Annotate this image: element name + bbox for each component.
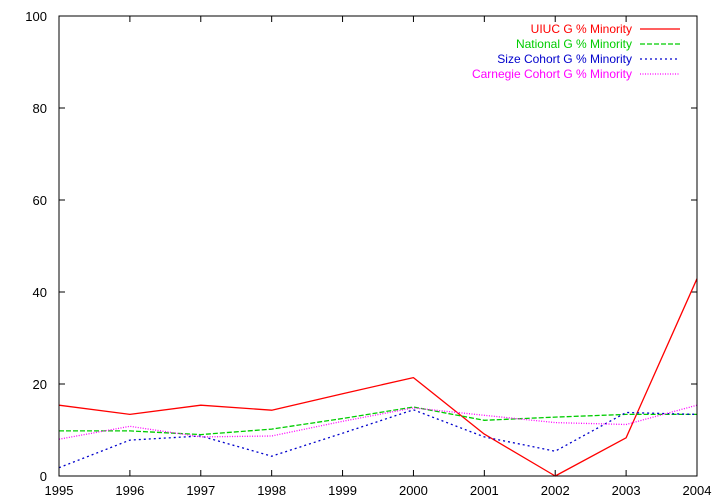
y-tick-label: 0	[40, 469, 47, 484]
series-line-3	[58, 409, 698, 469]
x-tick-label: 2002	[541, 483, 570, 498]
y-tick-label: 40	[33, 285, 47, 300]
x-tick-label: 2001	[470, 483, 499, 498]
series-line-4	[58, 404, 698, 440]
legend-label: National G % Minority	[516, 37, 632, 51]
x-tick-label: 1999	[328, 483, 357, 498]
x-tick-label: 1996	[115, 483, 144, 498]
y-tick-label: 60	[33, 193, 47, 208]
legend-label: UIUC G % Minority	[531, 22, 632, 36]
series-lines	[58, 278, 698, 477]
y-tick-label: 80	[33, 101, 47, 116]
tick-labels: 1995 1996 1997 1998 1999 2000 2001 2002 2003 2004…	[25, 9, 711, 498]
legend-label: Size Cohort G % Minority	[497, 52, 632, 66]
y-tick-label: 20	[33, 377, 47, 392]
tick-marks	[58, 15, 698, 477]
x-tick-label: 1997	[186, 483, 215, 498]
legend-label: Carnegie Cohort G % Minority	[472, 67, 632, 81]
x-tick-label: 2004	[683, 483, 712, 498]
x-tick-label: 1998	[257, 483, 286, 498]
y-tick-label: 100	[25, 9, 47, 24]
x-tick-label: 2000	[399, 483, 428, 498]
series-line-1	[58, 278, 698, 477]
series-line-2	[59, 406, 697, 436]
x-tick-label: 2003	[612, 483, 641, 498]
plot-area-frame	[58, 15, 698, 477]
x-tick-label: 1995	[45, 483, 74, 498]
